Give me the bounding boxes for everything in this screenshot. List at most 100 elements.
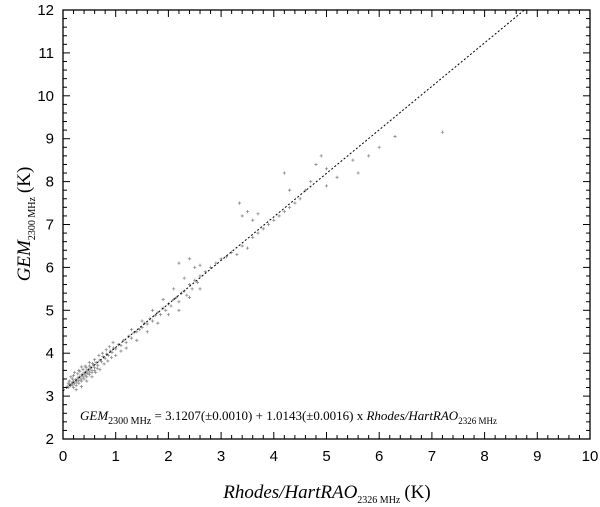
data-point	[177, 300, 181, 304]
data-point	[351, 158, 355, 162]
y-axis-title-main: GEM	[14, 239, 35, 281]
data-point	[367, 154, 371, 158]
data-point	[137, 328, 142, 332]
data-point	[85, 379, 89, 383]
data-point	[93, 358, 97, 362]
data-point	[198, 263, 202, 267]
data-point	[190, 287, 194, 291]
data-point	[82, 377, 86, 381]
data-point	[198, 287, 202, 291]
data-point	[109, 355, 114, 360]
data-point	[66, 381, 70, 385]
data-point	[214, 261, 218, 265]
data-point	[67, 379, 71, 383]
data-point	[319, 154, 323, 158]
data-point	[100, 351, 105, 355]
data-point	[94, 370, 98, 375]
equation-rhs: Rhodes/HartRAO	[365, 408, 458, 423]
y-tick-label: 9	[46, 131, 54, 148]
data-point	[135, 330, 139, 334]
data-point	[129, 328, 134, 332]
data-point	[187, 257, 192, 261]
data-point	[119, 343, 123, 348]
data-point	[208, 265, 213, 269]
y-tick-label: 6	[46, 259, 54, 276]
fit-equation: GEM2300 MHz = 3.1207(±0.0010) + 1.0143(±…	[80, 408, 497, 427]
data-point	[156, 310, 160, 315]
data-point	[72, 370, 77, 375]
data-point	[98, 367, 102, 372]
data-point	[74, 383, 78, 387]
data-point	[140, 319, 144, 323]
data-point	[251, 218, 255, 222]
x-tick-label: 4	[270, 448, 278, 465]
data-point	[182, 276, 186, 280]
equation-lhs-sub: 2300 MHz	[108, 416, 152, 427]
data-point	[277, 214, 281, 218]
data-point	[164, 308, 168, 312]
data-point	[288, 205, 292, 209]
data-point	[83, 364, 87, 368]
data-point	[256, 231, 260, 235]
y-tick-label: 2	[46, 431, 54, 448]
data-point	[145, 322, 149, 326]
data-point	[298, 197, 302, 201]
data-point	[324, 184, 329, 188]
data-point	[88, 366, 93, 370]
data-point	[87, 364, 91, 368]
data-point	[177, 261, 181, 265]
data-point	[83, 373, 87, 377]
x-tick-label: 7	[428, 448, 436, 465]
axis-ticks	[62, 9, 591, 440]
data-point	[377, 145, 381, 149]
data-point	[169, 304, 173, 308]
data-point	[324, 167, 329, 171]
data-point	[153, 313, 157, 318]
data-point	[72, 381, 77, 385]
y-axis-title-unit: (K)	[14, 167, 35, 193]
data-point	[85, 371, 89, 375]
data-point	[114, 353, 118, 357]
data-point	[272, 218, 276, 222]
x-tick-label: 8	[480, 448, 488, 465]
x-tick-label: 6	[375, 448, 383, 465]
data-point	[81, 367, 85, 372]
data-point	[185, 293, 189, 297]
data-point	[240, 244, 244, 248]
data-point	[140, 325, 144, 330]
data-point	[90, 375, 94, 379]
equation-coefficients: = 3.1207(±0.0010) + 1.0143(±0.0016) x	[151, 408, 366, 423]
data-point	[335, 175, 339, 179]
data-point	[124, 346, 128, 350]
data-point	[150, 319, 155, 323]
data-point	[193, 278, 197, 282]
data-point	[145, 330, 149, 334]
data-point	[106, 353, 110, 357]
x-tick-label: 1	[112, 448, 120, 465]
data-point	[99, 360, 104, 364]
x-tick-label: 3	[217, 448, 225, 465]
y-tick-label: 5	[46, 302, 54, 319]
data-point	[172, 297, 176, 302]
y-tick-label: 3	[46, 388, 54, 405]
data-point	[282, 171, 286, 175]
y-tick-label: 8	[46, 174, 54, 191]
data-point	[393, 134, 397, 139]
data-point	[96, 363, 100, 367]
data-point	[84, 366, 88, 370]
y-tick-label: 12	[37, 2, 54, 19]
x-axis-title-unit: (K)	[404, 482, 430, 503]
data-point	[195, 280, 199, 285]
data-point	[240, 214, 244, 218]
data-point	[70, 383, 75, 387]
data-point	[70, 377, 75, 381]
data-point	[161, 297, 165, 302]
data-point	[97, 353, 101, 357]
data-point	[110, 350, 114, 354]
data-point	[187, 295, 192, 300]
data-point	[77, 381, 81, 385]
data-point	[71, 373, 76, 378]
data-point	[261, 227, 265, 231]
